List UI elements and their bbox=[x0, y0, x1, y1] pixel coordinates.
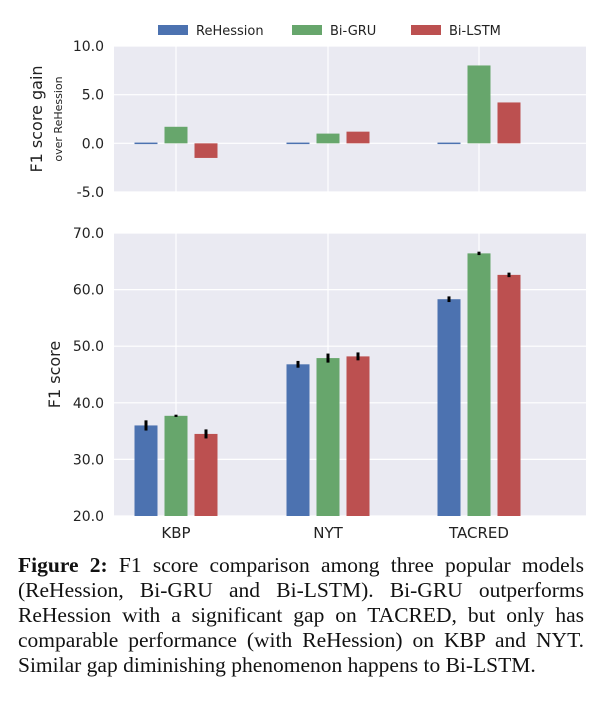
legend: ReHession Bi-GRU Bi-LSTM bbox=[158, 24, 501, 39]
bar bbox=[194, 143, 218, 158]
figure-caption: Figure 2: F1 score comparison among thre… bbox=[18, 553, 584, 678]
bar bbox=[346, 356, 370, 516]
gain-chart-panel: 10.0 5.0 0.0 -5.0 F1 score gain over ReHessio… bbox=[27, 39, 586, 201]
bar bbox=[286, 364, 310, 516]
legend-swatch bbox=[158, 25, 188, 35]
chart-figure: ReHession Bi-GRU Bi-LSTM 10.0 5.0 0.0 -5.0 F1 … bbox=[27, 24, 586, 542]
bar bbox=[437, 299, 461, 516]
x-tick-label: NYT bbox=[313, 524, 343, 542]
y-tick-label: -5.0 bbox=[77, 185, 104, 201]
y-tick-label: 70.0 bbox=[73, 226, 104, 242]
y-axis-sublabel: over ReHession bbox=[52, 76, 65, 161]
y-axis-label: F1 score bbox=[45, 341, 64, 408]
bar bbox=[134, 425, 158, 516]
bar bbox=[164, 415, 188, 516]
bar bbox=[467, 253, 491, 516]
y-tick-label: 0.0 bbox=[82, 136, 104, 152]
caption-text: F1 score comparison among three popular … bbox=[18, 553, 585, 677]
bar bbox=[467, 65, 491, 144]
bar bbox=[316, 358, 340, 516]
y-tick-label: 5.0 bbox=[82, 88, 104, 104]
legend-swatch bbox=[292, 25, 322, 35]
bar bbox=[134, 142, 158, 145]
legend-label: Bi-LSTM bbox=[449, 24, 501, 39]
x-tick-label: TACRED bbox=[448, 524, 509, 542]
legend-label: Bi-GRU bbox=[330, 24, 376, 39]
y-tick-label: 60.0 bbox=[73, 283, 104, 299]
y-axis-label: F1 score gain bbox=[27, 65, 46, 172]
y-tick-label: 20.0 bbox=[73, 509, 104, 525]
x-tick-label: KBP bbox=[161, 524, 190, 542]
bar bbox=[497, 102, 521, 144]
bar bbox=[497, 274, 521, 516]
legend-label: ReHession bbox=[196, 24, 264, 39]
y-tick-label: 10.0 bbox=[73, 39, 104, 55]
bar bbox=[164, 126, 188, 144]
f1-chart-panel: 70.0 60.0 50.0 40.0 30.0 20.0 F1 score KBP NYT TA… bbox=[45, 226, 586, 542]
bar bbox=[194, 433, 218, 516]
bar bbox=[437, 142, 461, 145]
bar bbox=[346, 131, 370, 144]
y-tick-label: 40.0 bbox=[73, 396, 104, 412]
legend-swatch bbox=[411, 25, 441, 35]
bar bbox=[286, 142, 310, 145]
y-tick-label: 50.0 bbox=[73, 339, 104, 355]
figure: ReHession Bi-GRU Bi-LSTM 10.0 5.0 0.0 -5.0 F1 … bbox=[27, 24, 586, 542]
y-tick-label: 30.0 bbox=[73, 452, 104, 468]
bar bbox=[316, 133, 340, 144]
caption-label: Figure 2: bbox=[18, 553, 108, 577]
